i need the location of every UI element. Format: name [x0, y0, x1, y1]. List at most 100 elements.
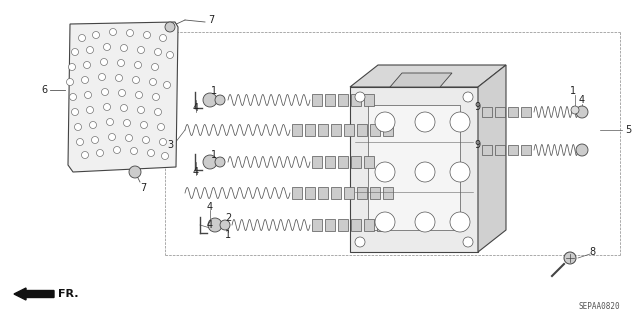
Polygon shape	[344, 187, 354, 199]
Circle shape	[104, 43, 111, 50]
Circle shape	[152, 93, 159, 100]
Polygon shape	[364, 219, 374, 231]
Circle shape	[143, 32, 150, 39]
Text: 3: 3	[167, 140, 173, 150]
Circle shape	[415, 112, 435, 132]
Circle shape	[154, 108, 161, 115]
Polygon shape	[495, 145, 505, 155]
Circle shape	[132, 77, 140, 84]
Polygon shape	[312, 94, 322, 106]
Circle shape	[70, 93, 77, 100]
Circle shape	[67, 78, 74, 85]
Circle shape	[159, 138, 166, 145]
Text: 9: 9	[474, 102, 480, 112]
Circle shape	[102, 88, 109, 95]
Circle shape	[138, 107, 145, 114]
Polygon shape	[364, 94, 374, 106]
Circle shape	[109, 28, 116, 35]
Polygon shape	[351, 219, 361, 231]
Polygon shape	[357, 187, 367, 199]
Circle shape	[157, 123, 164, 130]
Circle shape	[154, 48, 161, 56]
Circle shape	[127, 29, 134, 36]
Text: 7: 7	[208, 15, 214, 25]
Polygon shape	[377, 219, 387, 231]
Circle shape	[147, 150, 154, 157]
Circle shape	[74, 123, 81, 130]
Circle shape	[143, 137, 150, 144]
Circle shape	[165, 22, 175, 32]
Polygon shape	[351, 94, 361, 106]
Circle shape	[134, 62, 141, 69]
Polygon shape	[478, 65, 506, 252]
Circle shape	[129, 166, 141, 178]
Circle shape	[415, 212, 435, 232]
Circle shape	[375, 212, 395, 232]
Circle shape	[86, 107, 93, 114]
Polygon shape	[350, 65, 506, 87]
Polygon shape	[521, 107, 531, 117]
Circle shape	[113, 146, 120, 153]
Polygon shape	[482, 145, 492, 155]
Text: SEPAA0820: SEPAA0820	[579, 302, 620, 311]
Circle shape	[83, 62, 90, 69]
Circle shape	[136, 92, 143, 99]
Polygon shape	[318, 124, 328, 136]
Polygon shape	[383, 187, 393, 199]
Circle shape	[450, 162, 470, 182]
Circle shape	[104, 103, 111, 110]
Polygon shape	[350, 87, 478, 252]
Polygon shape	[318, 187, 328, 199]
Circle shape	[93, 32, 99, 39]
Circle shape	[84, 92, 92, 99]
Text: 9: 9	[474, 140, 480, 150]
Polygon shape	[312, 156, 322, 168]
Text: 4: 4	[193, 167, 199, 177]
Polygon shape	[68, 22, 178, 172]
Polygon shape	[305, 187, 315, 199]
Circle shape	[97, 150, 104, 157]
Text: 6: 6	[41, 85, 47, 95]
Circle shape	[118, 60, 125, 66]
Circle shape	[92, 137, 99, 144]
Circle shape	[415, 162, 435, 182]
Polygon shape	[331, 124, 341, 136]
Text: 1: 1	[211, 86, 217, 96]
Polygon shape	[370, 187, 380, 199]
Circle shape	[355, 237, 365, 247]
Circle shape	[208, 218, 222, 232]
Circle shape	[81, 77, 88, 84]
Polygon shape	[325, 219, 335, 231]
Text: 2: 2	[225, 213, 231, 223]
Polygon shape	[292, 187, 302, 199]
Polygon shape	[292, 124, 302, 136]
Text: 7: 7	[140, 183, 146, 193]
Polygon shape	[331, 187, 341, 199]
Circle shape	[79, 34, 86, 41]
Polygon shape	[357, 124, 367, 136]
Circle shape	[120, 105, 127, 112]
Polygon shape	[338, 94, 348, 106]
Text: 4: 4	[579, 95, 585, 105]
Text: 4: 4	[207, 202, 213, 212]
Polygon shape	[368, 105, 460, 230]
Polygon shape	[495, 107, 505, 117]
Circle shape	[161, 152, 168, 160]
Circle shape	[72, 48, 79, 56]
Circle shape	[141, 122, 147, 129]
Circle shape	[166, 51, 173, 58]
Circle shape	[138, 47, 145, 54]
Text: 1: 1	[570, 86, 576, 96]
Polygon shape	[325, 156, 335, 168]
Polygon shape	[312, 219, 322, 231]
Text: 4: 4	[207, 220, 213, 230]
Text: 4: 4	[193, 103, 199, 113]
Circle shape	[450, 212, 470, 232]
Circle shape	[203, 155, 217, 169]
Circle shape	[463, 92, 473, 102]
Polygon shape	[344, 124, 354, 136]
Circle shape	[72, 108, 79, 115]
Circle shape	[131, 147, 138, 154]
Circle shape	[109, 133, 115, 140]
Circle shape	[81, 152, 88, 159]
